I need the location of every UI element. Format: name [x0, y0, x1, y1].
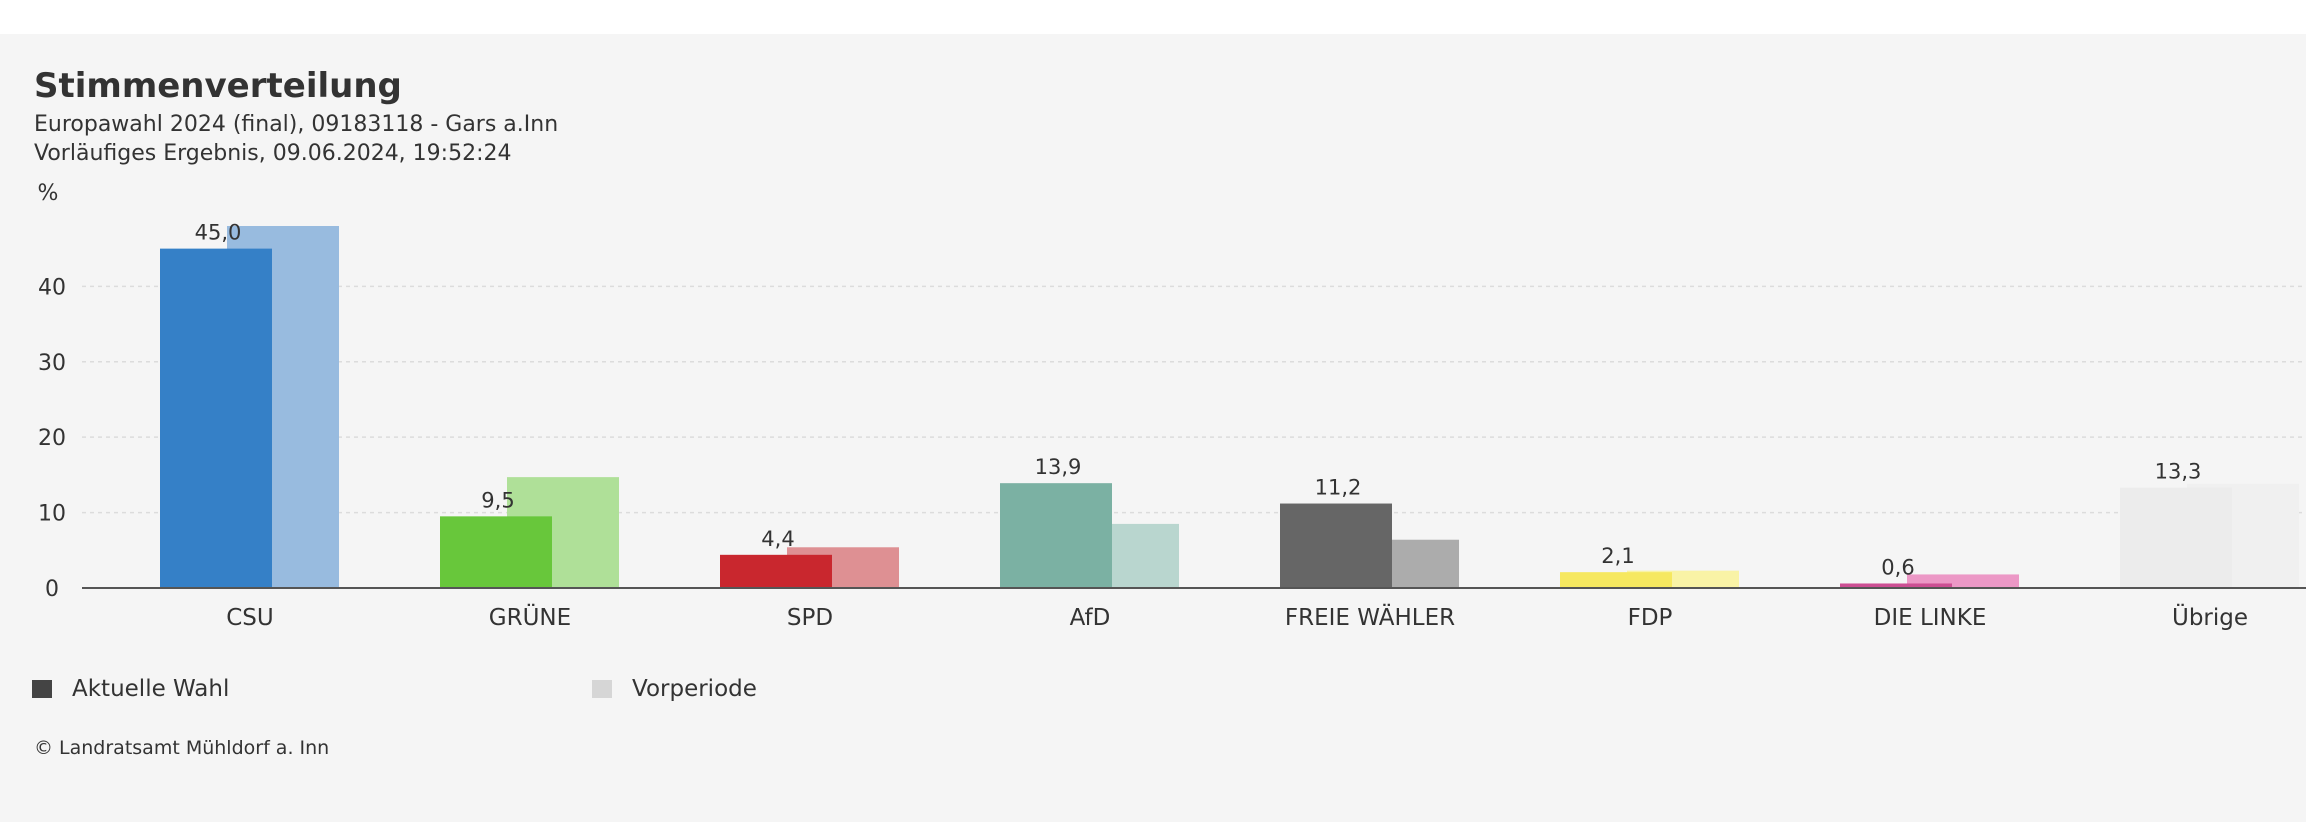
- y-tick-label: 30: [38, 351, 66, 376]
- legend-item-previous[interactable]: Vorperiode: [592, 674, 757, 704]
- data-label: 4,4: [761, 527, 794, 551]
- data-label: 11,2: [1315, 476, 1362, 500]
- chart-panel: [0, 34, 2306, 822]
- y-tick-label: 10: [38, 502, 66, 527]
- chart-title: Stimmenverteilung: [34, 66, 402, 106]
- chart-subtitle-status: Vorläufiges Ergebnis, 09.06.2024, 19:52:…: [34, 141, 512, 166]
- bar-current: [160, 248, 272, 588]
- data-label: 9,5: [481, 488, 514, 512]
- bar-current: [1840, 583, 1952, 588]
- legend-label-previous: Vorperiode: [632, 676, 757, 702]
- data-label: 45,0: [195, 221, 242, 245]
- bar-current: [2120, 487, 2232, 588]
- y-axis-unit-label: %: [38, 181, 59, 206]
- legend-item-current[interactable]: Aktuelle Wahl: [32, 674, 229, 704]
- copyright-notice: © Landratsamt Mühldorf a. Inn: [34, 737, 330, 759]
- data-label: 0,6: [1881, 555, 1914, 579]
- bar-current: [1280, 503, 1392, 588]
- x-tick-label: SPD: [787, 605, 833, 631]
- bar-current: [440, 516, 552, 588]
- x-tick-label: GRÜNE: [489, 603, 571, 631]
- data-label: 2,1: [1601, 544, 1634, 568]
- legend-swatch-previous: [592, 680, 612, 698]
- x-tick-label: DIE LINKE: [1874, 605, 1987, 631]
- chart-subtitle-election: Europawahl 2024 (final), 09183118 - Gars…: [34, 112, 559, 137]
- legend-label-current: Aktuelle Wahl: [72, 676, 230, 702]
- bar-current: [1000, 483, 1112, 588]
- y-tick-label: 20: [38, 426, 66, 451]
- x-tick-label: AfD: [1070, 605, 1111, 631]
- x-tick-label: CSU: [226, 605, 274, 631]
- y-tick-label: 40: [38, 275, 66, 300]
- x-tick-label: Übrige: [2172, 603, 2248, 631]
- data-label: 13,3: [2155, 460, 2202, 484]
- x-tick-label: FREIE WÄHLER: [1285, 603, 1455, 631]
- y-tick-label: 0: [45, 577, 59, 602]
- bar-current: [720, 554, 832, 588]
- data-label: 13,9: [1035, 455, 1082, 479]
- x-tick-label: FDP: [1628, 605, 1673, 631]
- bar-current: [1560, 572, 1672, 588]
- legend-swatch-current: [32, 680, 52, 698]
